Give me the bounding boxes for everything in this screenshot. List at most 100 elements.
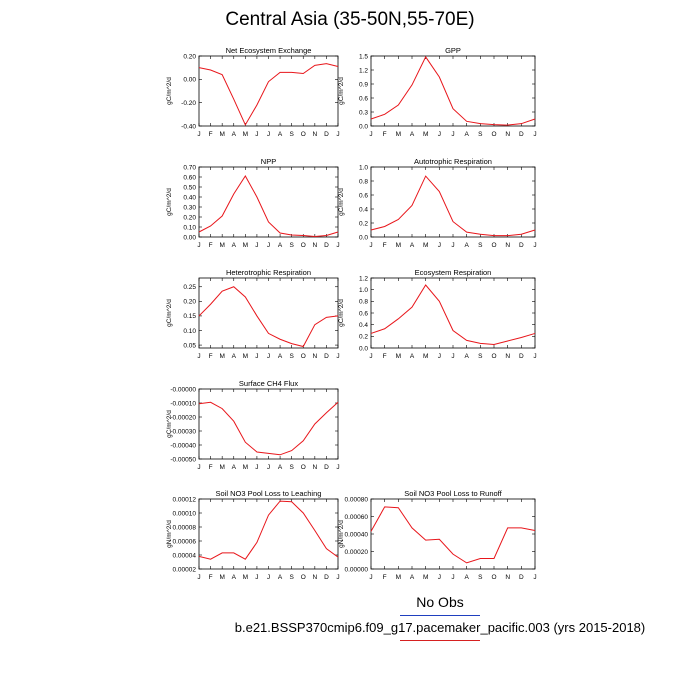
x-tick-label: J xyxy=(369,353,372,360)
x-tick-label: A xyxy=(232,464,237,471)
x-tick-label: J xyxy=(336,574,339,581)
y-tick-label: 0.20 xyxy=(183,53,196,60)
panel-title: Heterotrophic Respiration xyxy=(226,268,311,277)
x-tick-label: D xyxy=(519,353,524,360)
x-tick-label: S xyxy=(289,242,294,249)
y-tick-label: 0.10 xyxy=(183,224,196,231)
y-tick-label: 0.3 xyxy=(359,109,368,116)
panel-title: Ecosystem Respiration xyxy=(415,268,492,277)
series-line xyxy=(198,401,339,456)
x-tick-label: J xyxy=(451,574,454,581)
x-tick-label: S xyxy=(289,131,294,138)
x-tick-label: O xyxy=(301,353,306,360)
y-tick-label: 0.70 xyxy=(183,164,196,171)
y-tick-label: -0.20 xyxy=(181,100,196,107)
x-tick-label: A xyxy=(232,353,237,360)
x-tick-label: N xyxy=(505,574,510,581)
y-tick-label: 0.40 xyxy=(183,194,196,201)
x-tick-label: N xyxy=(505,131,510,138)
y-tick-label: 0.25 xyxy=(183,284,196,291)
x-tick-label: N xyxy=(312,131,317,138)
series-line xyxy=(198,63,339,126)
y-tick-label: 0.50 xyxy=(183,184,196,191)
series-line xyxy=(370,55,536,126)
x-tick-label: N xyxy=(312,574,317,581)
figure-title: Central Asia (35-50N,55-70E) xyxy=(225,9,475,30)
plot-frame xyxy=(198,166,339,238)
y-tick-label: 0.00060 xyxy=(345,514,369,521)
x-tick-label: D xyxy=(324,353,329,360)
x-tick-label: M xyxy=(396,242,401,249)
y-axis-label: gC/m^2/d xyxy=(338,188,345,216)
x-tick-label: A xyxy=(278,574,283,581)
x-tick-label: D xyxy=(519,242,524,249)
x-tick-label: M xyxy=(243,242,248,249)
x-tick-label: M xyxy=(423,574,428,581)
x-tick-label: O xyxy=(491,574,496,581)
x-tick-label: S xyxy=(478,131,483,138)
y-tick-label: 0.20 xyxy=(183,214,196,221)
plot-frame xyxy=(198,388,339,460)
x-tick-label: N xyxy=(312,464,317,471)
x-tick-label: J xyxy=(336,131,339,138)
y-tick-label: 0.8 xyxy=(359,178,368,185)
x-tick-label: J xyxy=(197,574,200,581)
series-line xyxy=(370,284,536,346)
x-tick-label: J xyxy=(267,353,270,360)
y-tick-label: -0.40 xyxy=(181,123,196,130)
y-axis-label: gC/m^2/d xyxy=(166,77,173,105)
y-tick-label: 0.00004 xyxy=(173,552,197,559)
x-tick-label: J xyxy=(255,574,258,581)
x-tick-label: F xyxy=(209,464,213,471)
y-tick-label: 0.4 xyxy=(359,206,368,213)
x-tick-label: J xyxy=(533,353,536,360)
y-tick-label: 0.00 xyxy=(183,234,196,241)
x-tick-label: J xyxy=(438,242,441,249)
x-tick-label: F xyxy=(383,353,387,360)
chart-panel-5: Ecosystem Respiration gC/m^2/d J F M A M J J A S O N… xyxy=(338,268,537,360)
chart-panel-8: Soil NO3 Pool Loss to Runoff gN/m^2/d J F M A… xyxy=(338,489,537,581)
y-tick-label: -0.00030 xyxy=(170,428,196,435)
y-tick-label: 0.00020 xyxy=(345,549,369,556)
x-tick-label: J xyxy=(197,353,200,360)
x-tick-label: J xyxy=(255,353,258,360)
y-tick-label: 0.0 xyxy=(359,234,368,241)
y-tick-label: 0.30 xyxy=(183,204,196,211)
x-tick-label: F xyxy=(209,353,213,360)
x-tick-label: J xyxy=(267,574,270,581)
x-tick-label: J xyxy=(255,131,258,138)
x-tick-label: F xyxy=(383,242,387,249)
y-axis-label: gC/m^2/d xyxy=(166,299,173,327)
x-tick-label: J xyxy=(451,353,454,360)
x-tick-label: D xyxy=(324,131,329,138)
x-tick-label: J xyxy=(533,242,536,249)
y-tick-label: 0.0 xyxy=(359,345,368,352)
x-tick-label: O xyxy=(301,131,306,138)
y-axis-label: gN/m^2/d xyxy=(338,520,345,548)
x-tick-label: J xyxy=(336,242,339,249)
x-tick-label: D xyxy=(324,464,329,471)
x-tick-label: F xyxy=(383,131,387,138)
y-tick-label: 0.05 xyxy=(183,342,196,349)
x-tick-label: S xyxy=(289,464,294,471)
y-tick-label: 0.00 xyxy=(183,77,196,84)
y-tick-label: 0.6 xyxy=(359,192,368,199)
x-tick-label: M xyxy=(243,464,248,471)
x-tick-label: A xyxy=(464,574,469,581)
panel-title: Soil NO3 Pool Loss to Leaching xyxy=(216,489,322,498)
y-tick-label: 1.2 xyxy=(359,275,368,282)
x-tick-label: F xyxy=(209,242,213,249)
x-tick-label: J xyxy=(197,464,200,471)
x-tick-label: N xyxy=(312,242,317,249)
y-tick-label: 0.00002 xyxy=(173,566,197,573)
x-tick-label: M xyxy=(219,574,224,581)
y-axis-label: gC/m^2/d xyxy=(338,77,345,105)
x-tick-label: D xyxy=(324,574,329,581)
x-tick-label: M xyxy=(219,353,224,360)
series-line xyxy=(370,506,536,564)
x-tick-label: J xyxy=(255,464,258,471)
x-tick-label: M xyxy=(423,131,428,138)
x-tick-label: M xyxy=(396,574,401,581)
